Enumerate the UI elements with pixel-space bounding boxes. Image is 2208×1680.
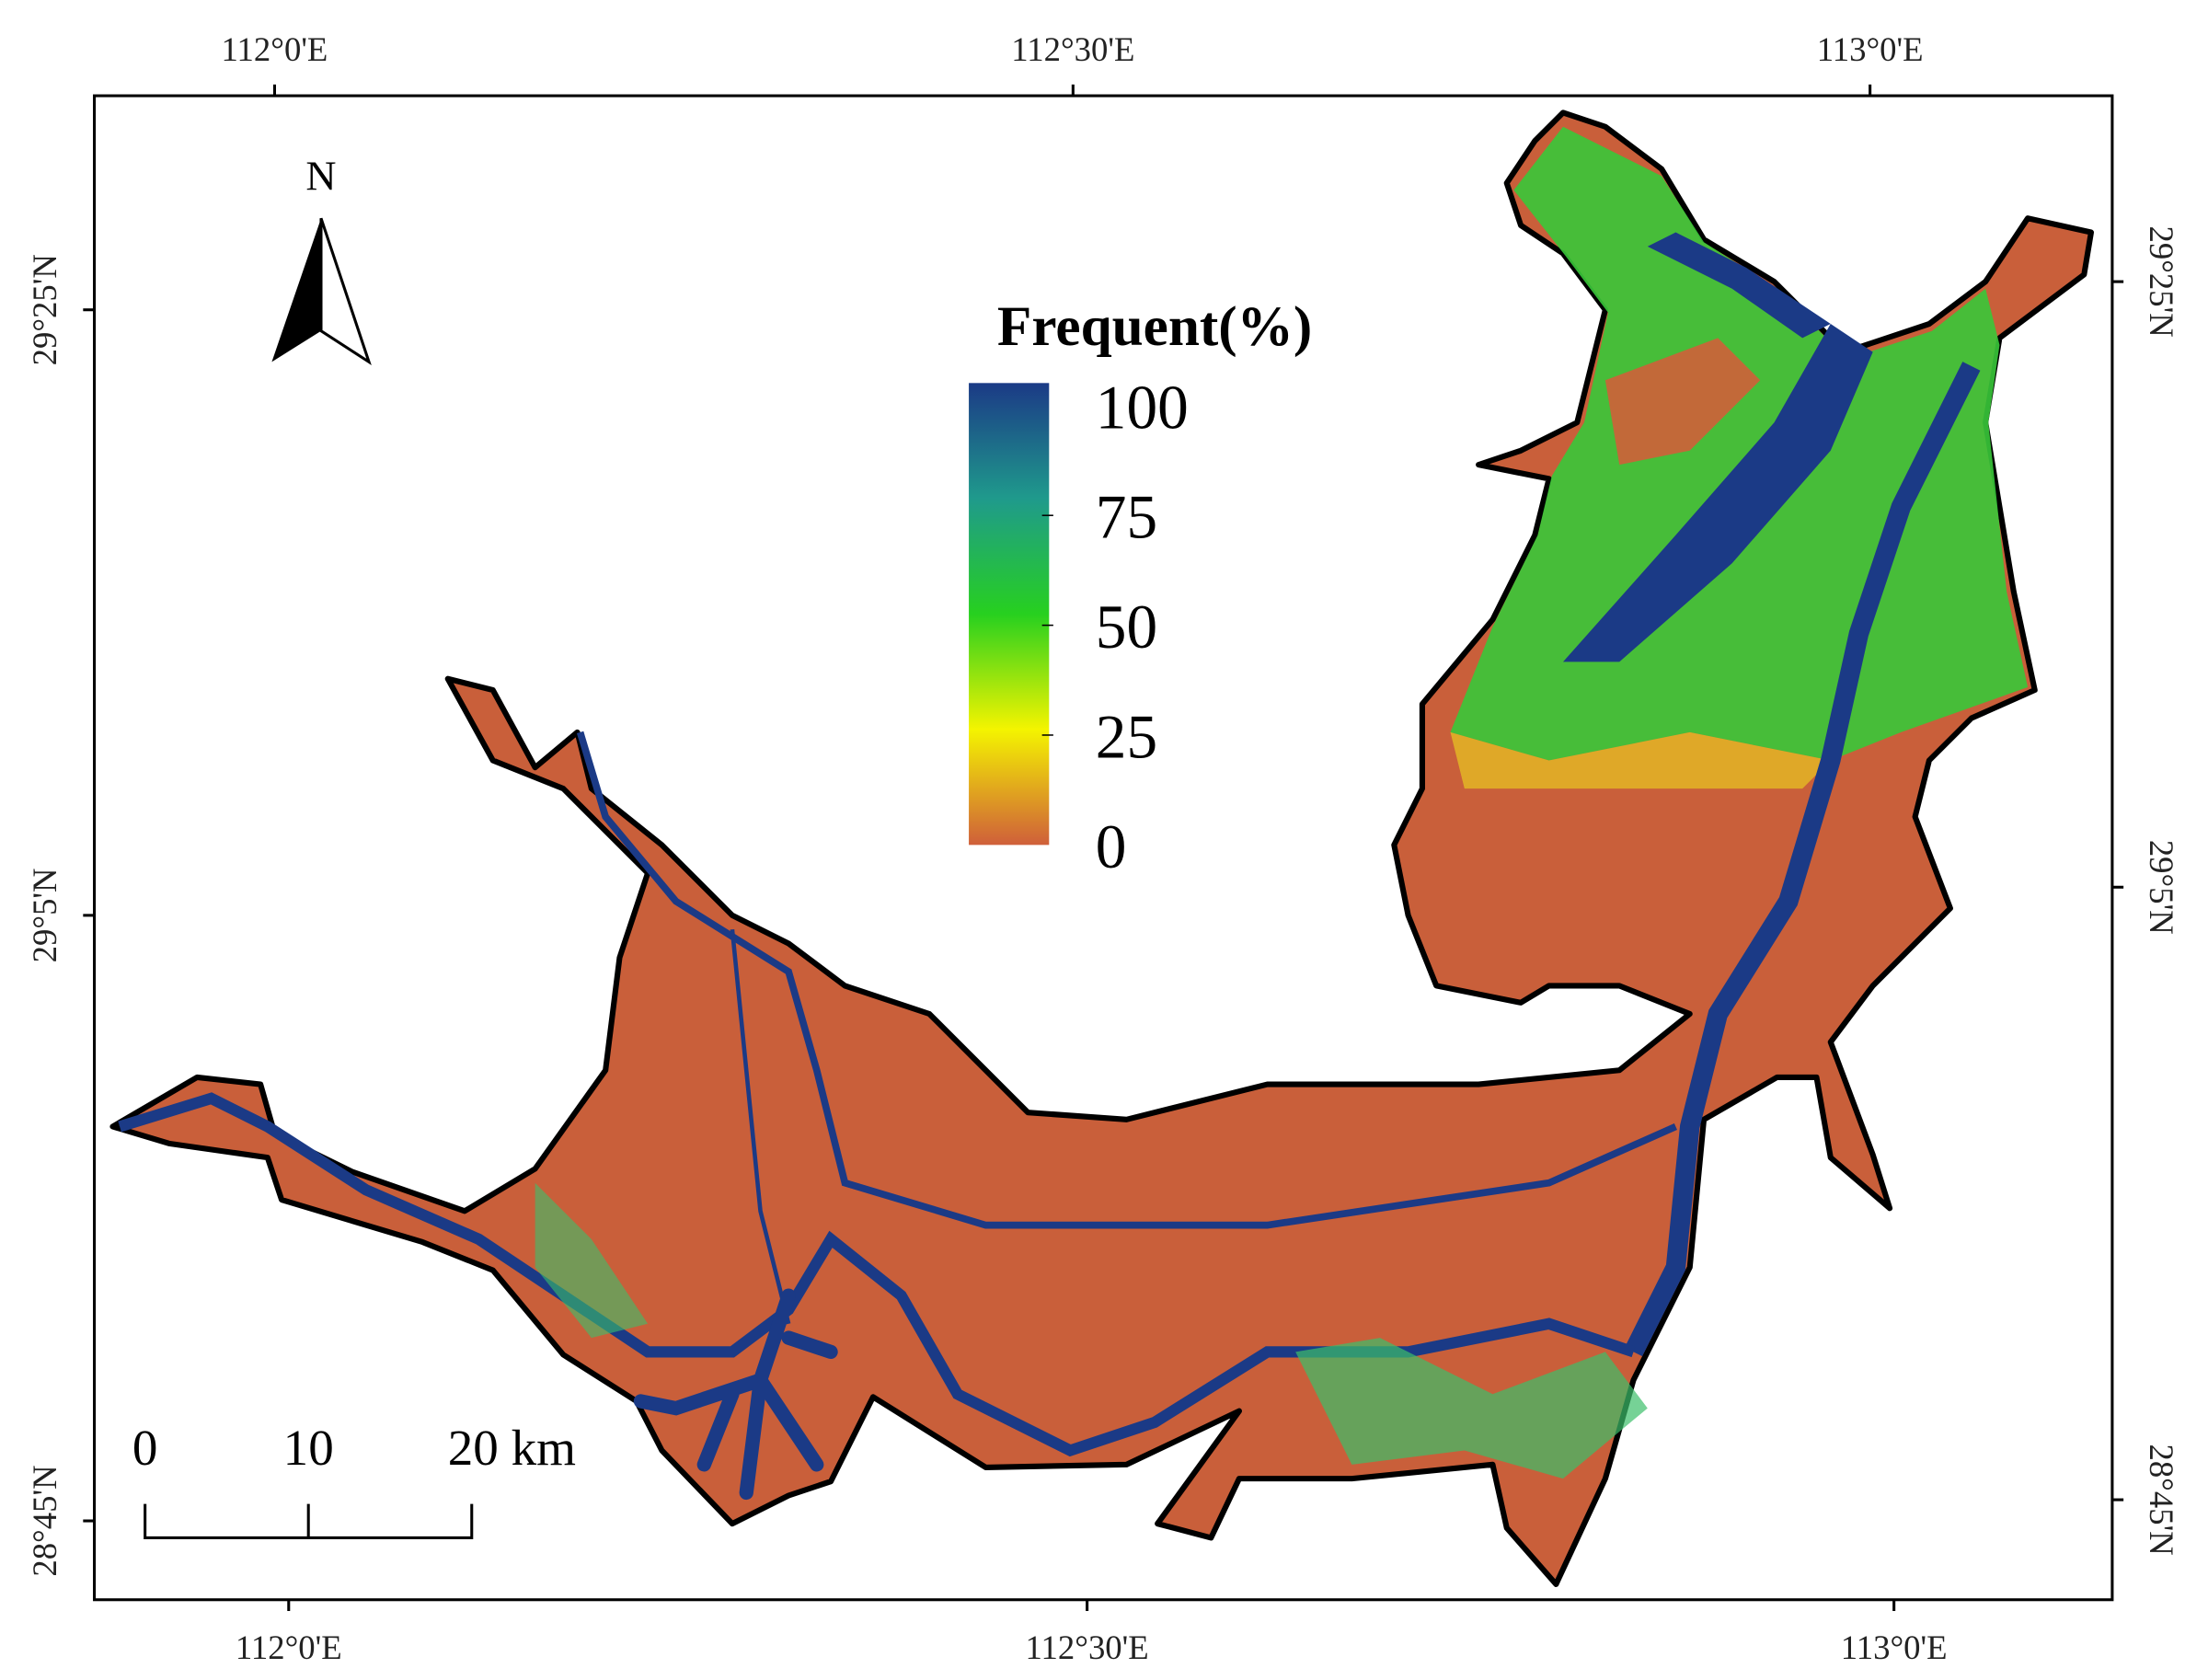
legend-tick-label: 100 (1096, 373, 1189, 442)
legend: Frequent(%) 100 75 50 25 0 (969, 295, 1312, 881)
bottom-label: 112°0'E (236, 1628, 342, 1666)
north-label: N (305, 153, 336, 200)
left-label: 28°45'N (26, 1465, 63, 1576)
scale-label: 10 (283, 1420, 334, 1476)
legend-tick-label: 0 (1096, 812, 1127, 881)
color-ramp (969, 383, 1050, 846)
scale-bar: 0 10 20 km (132, 1420, 576, 1539)
left-label: 29°5'N (26, 868, 63, 962)
scale-label: 20 km (448, 1420, 576, 1476)
right-label: 28°45'N (2143, 1444, 2180, 1555)
top-label: 113°0'E (1817, 30, 1924, 68)
legend-tick-label: 25 (1096, 702, 1157, 771)
top-label: 112°0'E (222, 30, 328, 68)
legend-title: Frequent(%) (997, 295, 1312, 358)
right-label: 29°25'N (2143, 225, 2180, 337)
legend-tick-label: 75 (1096, 483, 1157, 552)
scale-label: 0 (132, 1420, 158, 1476)
top-label: 112°30'E (1011, 30, 1134, 68)
left-label: 29°25'N (26, 254, 63, 365)
lake (109, 109, 2095, 1587)
bottom-label: 112°30'E (1026, 1628, 1149, 1666)
right-label: 29°5'N (2143, 840, 2180, 935)
frame-ticks (83, 84, 2124, 1612)
legend-tick-label: 50 (1096, 593, 1157, 662)
bottom-label: 113°0'E (1841, 1628, 1948, 1666)
